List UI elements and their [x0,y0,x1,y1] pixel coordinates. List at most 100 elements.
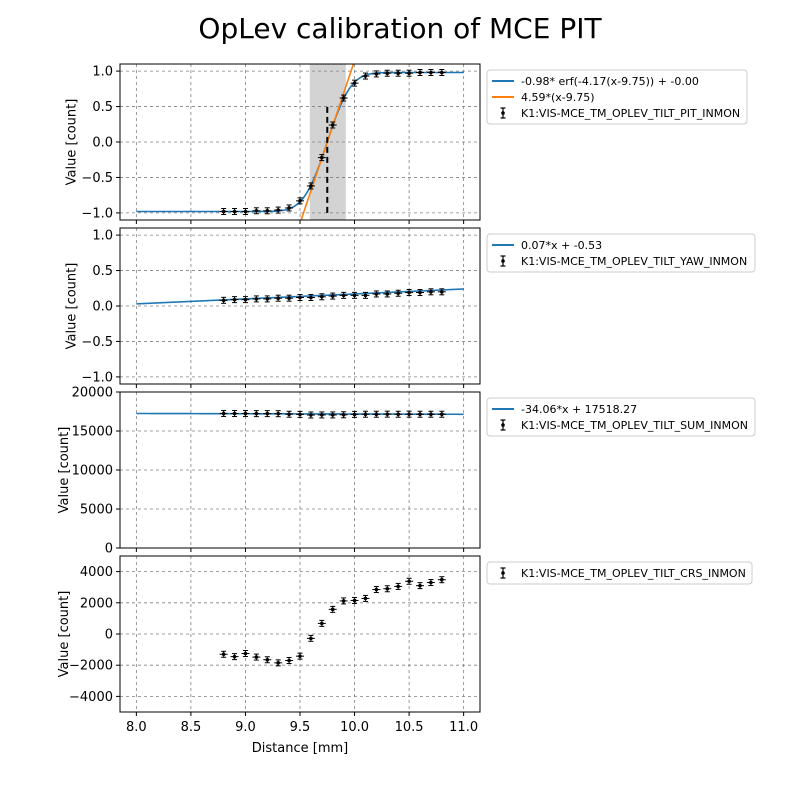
data-marker [385,71,390,76]
data-point [394,410,403,418]
data-marker [429,412,433,417]
data-marker [298,654,302,658]
data-point [219,650,228,658]
data-point [328,121,337,129]
legend-label: -0.98* erf(-4.17(x-9.75)) + -0.00 [521,75,699,88]
y-axis-label: Value [count] [57,427,72,514]
data-point [383,410,392,418]
data-point [219,296,228,304]
data-point [437,576,446,584]
data-marker [429,580,433,585]
data-point [263,656,272,664]
y-tick-label: 0.5 [92,264,113,279]
data-marker [396,71,400,76]
data-point [274,659,283,667]
legend: -0.98* erf(-4.17(x-9.75)) + -0.00 4.59*(x… [486,69,748,125]
subplot-4: −4000 −2000 0 2000 4000 8.0 8.5 9.0 9.5 10.0 10.5 1… [57,555,753,735]
data-point [263,295,272,303]
x-tick-label: 10.0 [340,720,369,735]
legend: K1:VIS-MCE_TM_OPLEV_TILT_CRS_INMON [486,561,753,585]
data-point [241,207,250,215]
data-marker [429,290,433,294]
data-marker [418,70,422,75]
data-marker [309,636,313,641]
y-tick-label: 10000 [72,464,113,479]
data-point [241,409,250,417]
data-marker [287,206,291,210]
data-marker [221,209,226,214]
data-point [230,296,239,304]
data-point [361,410,370,418]
data-point [405,410,414,418]
data-point [274,410,283,418]
data-marker [254,208,259,213]
data-point [328,292,337,300]
data-point [285,657,294,665]
data-marker [265,411,270,416]
data-point [372,70,381,78]
data-point [394,289,403,297]
data-point [372,586,381,594]
y-axis-label: Value [count] [57,591,72,678]
y-tick-label: 0.0 [92,136,113,151]
y-tick-label: −1.0 [81,370,113,385]
data-marker [221,298,226,303]
y-axis-label: Value [count] [65,99,80,186]
plot-area [120,64,480,220]
data-point [339,94,348,102]
data-marker [276,661,280,665]
data-point [285,204,294,212]
legend-box [486,561,753,585]
data-marker [265,657,270,662]
data-point [350,291,359,299]
data-point [416,289,424,297]
data-point [416,410,424,418]
data-marker [320,413,324,417]
data-marker [276,411,280,416]
data-marker [407,412,411,416]
data-marker [396,291,400,296]
data-marker [341,599,346,603]
data-point [252,653,261,661]
data-marker [407,579,411,584]
data-marker [320,294,324,299]
data-marker [221,411,226,416]
y-tick-label: 5000 [80,503,113,518]
data-point [317,154,326,162]
data-marker [276,296,280,301]
data-point [317,411,326,419]
data-marker [363,596,368,601]
data-point [437,288,446,296]
data-point [274,294,283,302]
data-marker [254,297,259,301]
y-tick-label: −0.5 [81,171,113,186]
data-marker [440,70,444,75]
data-marker [341,96,346,100]
y-tick-label: −2000 [69,659,113,674]
data-point [219,409,228,417]
y-tick-label: −1.0 [81,206,113,221]
data-marker [363,412,368,417]
x-tick-label: 9.0 [235,720,256,735]
figure-title: OpLev calibration of MCE PIT [198,12,602,45]
data-point [361,291,370,299]
data-point [372,410,381,418]
subplot-1: −1.0 −0.5 0.0 0.5 1.0 Value [count] -0.98* erf… [65,63,748,224]
data-marker [407,71,411,76]
data-marker [243,297,248,302]
data-marker [374,587,379,592]
data-point [350,410,359,418]
data-point [241,296,250,304]
data-marker [407,290,411,295]
x-tick-label: 10.5 [395,720,424,735]
data-marker [330,294,335,298]
data-marker [243,651,248,656]
legend-label: K1:VIS-MCE_TM_OPLEV_TILT_CRS_INMON [521,567,746,580]
data-point [274,206,283,214]
data-marker [385,292,390,296]
y-axis-label: Value [count] [65,263,80,350]
data-point [416,582,424,590]
data-point [328,605,337,613]
y-tick-label: 15000 [72,425,113,440]
data-marker [265,297,270,301]
